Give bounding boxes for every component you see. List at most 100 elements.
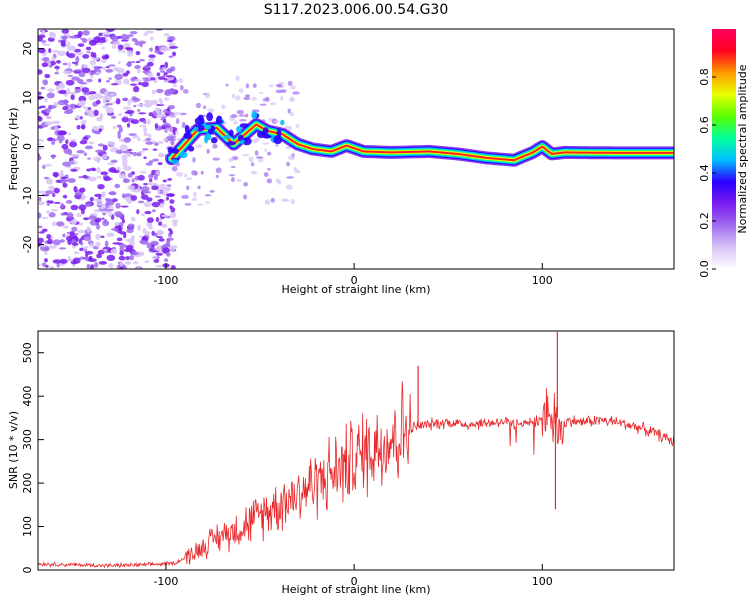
- heatmap-noise-blob: [250, 170, 258, 175]
- heatmap-noise-blob: [96, 166, 101, 174]
- heatmap-noise-blob: [169, 245, 176, 252]
- heatmap-noise-blob: [88, 215, 97, 220]
- heatmap-noise-blob: [129, 30, 138, 35]
- heatmap-noise-blob: [152, 148, 158, 151]
- heatmap-ridge-blob: [205, 132, 212, 141]
- heatmap-noise-blob: [152, 110, 157, 117]
- heatmap-noise-blob: [105, 197, 111, 202]
- heatmap-ridge-blob: [183, 132, 192, 140]
- heatmap-noise-blob: [162, 118, 167, 124]
- heatmap-noise-blob: [86, 168, 92, 172]
- heatmap-noise-blob: [60, 203, 65, 209]
- heatmap-noise-blob: [72, 257, 81, 264]
- heatmap-noise-blob: [151, 89, 156, 95]
- heatmap-noise-blob: [272, 120, 280, 123]
- heatmap-noise-blob: [192, 156, 196, 163]
- heatmap-noise-blob: [259, 103, 267, 106]
- heatmap-noise-blob: [122, 97, 129, 102]
- heatmap-noise-blob: [70, 154, 80, 157]
- heatmap-noise-blob: [50, 209, 59, 212]
- heatmap-ridge-blob: [226, 141, 236, 146]
- heatmap-noise-blob: [170, 265, 176, 269]
- heatmap-noise-blob: [221, 104, 226, 110]
- heatmap-noise-blob: [104, 96, 113, 101]
- snr-y-axis-label: SNR (10 * v/v): [7, 411, 20, 489]
- snr-x-tick-label: 100: [532, 575, 553, 588]
- heatmap-noise-blob: [59, 239, 66, 243]
- heatmap-noise-blob: [236, 109, 244, 115]
- heatmap-noise-blob: [43, 176, 50, 180]
- heatmap-noise-blob: [42, 56, 50, 62]
- heatmap-noise-blob: [123, 115, 128, 118]
- heatmap-noise-blob: [155, 252, 163, 256]
- heatmap-noise-blob: [122, 78, 130, 85]
- heatmap-noise-blob: [44, 97, 48, 103]
- heatmap-noise-blob: [139, 239, 146, 244]
- heatmap-noise-blob: [76, 213, 83, 218]
- heatmap-noise-blob: [111, 35, 119, 42]
- heatmap-noise-blob: [48, 185, 55, 191]
- heatmap-noise-blob: [74, 86, 81, 89]
- heatmap-noise-blob: [132, 261, 139, 265]
- snr-axes: -100 0 100 0 100 200 300 400 500: [21, 342, 553, 588]
- heatmap-noise-blob: [148, 160, 154, 164]
- heatmap-noise-blob: [38, 91, 42, 95]
- heatmap-noise-blob: [124, 111, 132, 114]
- heatmap-noise-blob: [126, 34, 134, 38]
- heatmap-noise-blob: [255, 156, 264, 159]
- heatmap-noise-blob: [155, 217, 159, 223]
- heatmap-ridge-blob: [170, 159, 179, 164]
- heatmap-noise-blob: [96, 175, 102, 179]
- heatmap-noise-blob: [85, 202, 92, 207]
- heatmap-noise-blob: [70, 168, 78, 172]
- heatmap-noise-blob: [105, 102, 113, 106]
- heatmap-noise-blob: [263, 172, 269, 177]
- heatmap-noise-blob: [80, 197, 85, 201]
- snr-frame: [37, 330, 675, 571]
- heatmap-noise-blob: [77, 30, 83, 37]
- heatmap-ridge-blob: [204, 125, 212, 130]
- heatmap-noise-blob: [146, 61, 154, 67]
- heatmap-noise-blob: [86, 226, 92, 233]
- heatmap-noise-blob: [99, 113, 104, 120]
- heatmap-noise-blob: [66, 41, 71, 48]
- heatmap-noise-blob: [110, 115, 117, 120]
- heatmap-noise-blob: [62, 182, 68, 188]
- heatmap-noise-blob: [119, 266, 124, 269]
- heatmap-noise-blob: [103, 176, 111, 182]
- heatmap-noise-blob: [88, 176, 97, 182]
- heatmap-noise-blob: [88, 39, 97, 46]
- heatmap-noise-blob: [137, 112, 147, 115]
- heatmap-noise-blob: [95, 233, 102, 240]
- heatmap-noise-blob: [59, 89, 67, 95]
- heatmap-noise-blob: [130, 234, 135, 241]
- heatmap-frame: [37, 28, 675, 270]
- heatmap-noise-blob: [126, 62, 132, 67]
- heatmap-noise-blob: [38, 196, 42, 202]
- heatmap-noise-blob: [122, 72, 129, 77]
- heatmap-noise-blob: [46, 88, 55, 92]
- heatmap-noise-blob: [54, 71, 59, 75]
- heatmap-noise-blob: [170, 139, 175, 146]
- heatmap-noise-blob: [152, 158, 160, 162]
- heatmap-noise-blob: [144, 260, 150, 264]
- heatmap-noise-blob: [38, 231, 45, 234]
- heatmap-noise-blob: [120, 33, 129, 41]
- heatmap-noise-blob: [114, 73, 124, 80]
- heatmap-ridge-blob: [223, 134, 231, 140]
- heatmap-noise-blob: [225, 83, 229, 87]
- heatmap-noise-blob: [248, 156, 254, 163]
- heatmap-noise-blob: [98, 128, 103, 133]
- heatmap-noise-blob: [164, 32, 170, 37]
- heatmap-noise-blob: [110, 159, 118, 163]
- heatmap-x-tick-label: 0: [351, 274, 358, 287]
- heatmap-noise-blob: [75, 69, 83, 72]
- heatmap-noise-blob: [146, 197, 153, 202]
- heatmap-noise-blob: [86, 263, 91, 269]
- heatmap-noise-blob: [103, 248, 108, 252]
- heatmap-noise-blob: [181, 194, 189, 199]
- heatmap-noise-blob: [264, 199, 271, 205]
- heatmap-noise-blob: [54, 125, 58, 131]
- heatmap-noise-blob: [86, 51, 91, 54]
- heatmap-noise-blob: [62, 70, 72, 75]
